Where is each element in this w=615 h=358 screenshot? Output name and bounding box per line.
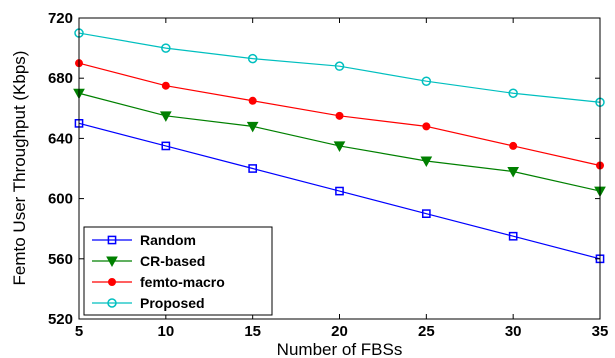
data-point-random (248, 164, 258, 173)
y-tick-label: 640 (48, 130, 73, 147)
data-point-femto-macro (509, 141, 518, 150)
data-point-random (508, 231, 518, 241)
legend-marker-random (107, 235, 117, 245)
legend-label-cr-based: CR-based (140, 253, 205, 269)
data-point-femto-macro (422, 122, 431, 131)
y-tick-label: 680 (48, 70, 73, 87)
x-tick-label: 5 (75, 323, 83, 340)
legend-label-femto-macro: femto-macro (140, 274, 225, 290)
data-point-proposed (421, 76, 432, 86)
data-point-femto-macro (335, 111, 344, 120)
legend-marker-femto-macro (108, 278, 116, 286)
x-tick-label: 30 (505, 323, 522, 340)
data-point-femto-macro (161, 81, 170, 90)
data-point-cr-based (159, 111, 172, 122)
data-point-cr-based (246, 121, 259, 133)
data-point-random (421, 209, 431, 219)
x-tick-label: 15 (244, 323, 261, 340)
data-point-cr-based (333, 141, 346, 152)
series-line-random (78, 122, 601, 260)
series-line-proposed (78, 32, 601, 103)
data-point-femto-macro (248, 96, 257, 105)
x-tick-label: 25 (418, 323, 435, 340)
y-tick-label: 560 (48, 251, 73, 268)
data-point-random (161, 141, 171, 151)
y-tick-label: 520 (48, 311, 73, 328)
legend-marker-cr-based (106, 256, 118, 268)
data-point-cr-based (507, 167, 520, 178)
legend-label-random: Random (140, 232, 196, 248)
legend: Random CR-based femto-macro Proposed (83, 226, 273, 316)
data-point-proposed (247, 53, 258, 64)
y-tick-label: 600 (48, 191, 73, 208)
data-point-proposed (508, 88, 518, 98)
legend-marker-proposed (107, 298, 117, 308)
data-point-random (335, 186, 344, 196)
y-tick-label: 720 (48, 10, 73, 27)
y-axis-title: Femto User Throughput (Kbps) (10, 51, 29, 286)
x-tick-label: 10 (157, 323, 174, 340)
x-tick-label: 35 (592, 323, 609, 340)
legend-label-proposed: Proposed (140, 295, 205, 311)
x-axis-title: Number of FBSs (277, 340, 403, 358)
tick-layer: 5 10 15 20 25 30 35 520 560 600 640 680 720 (48, 10, 608, 340)
data-point-cr-based (420, 156, 433, 168)
data-point-proposed (161, 43, 171, 53)
x-tick-label: 20 (331, 323, 348, 340)
data-point-proposed (334, 61, 345, 71)
series-layer (73, 28, 606, 264)
